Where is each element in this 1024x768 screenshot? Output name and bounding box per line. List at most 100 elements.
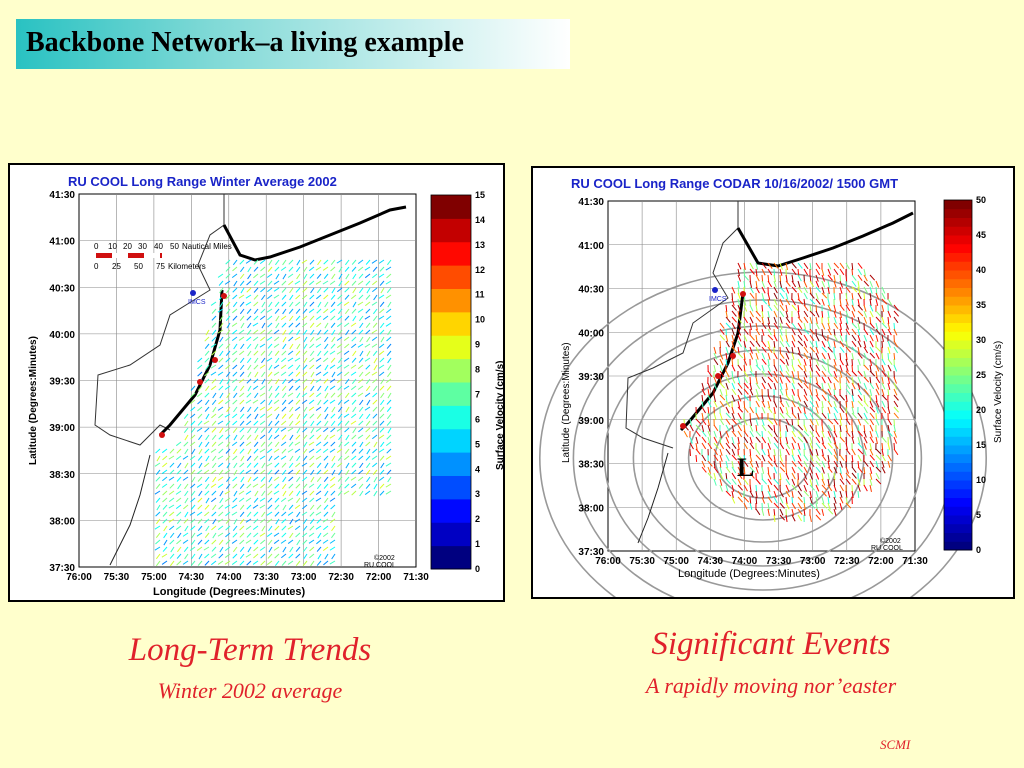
velocity-vector: [869, 370, 876, 377]
velocity-vector: [833, 316, 837, 324]
velocity-vector: [773, 286, 778, 294]
velocity-vector: [731, 340, 735, 348]
velocity-vector: [863, 370, 867, 378]
y-tick-labels: 41:3041:0040:3040:0039:3039:0038:3038:00…: [49, 190, 75, 574]
velocity-vector: [749, 502, 753, 510]
y-tick-label: 41:30: [578, 197, 604, 208]
velocity-vector: [761, 490, 765, 498]
velocity-vector: [231, 378, 238, 383]
velocity-vector: [797, 400, 801, 408]
velocity-vector: [803, 472, 808, 480]
velocity-vector: [875, 388, 880, 396]
velocity-vector: [253, 273, 259, 279]
velocity-vector: [773, 496, 778, 504]
velocity-vector: [719, 340, 722, 349]
velocity-vector: [239, 364, 245, 371]
velocity-vector: [225, 315, 231, 322]
velocity-vector: [168, 476, 175, 481]
velocity-vector: [169, 462, 175, 468]
velocity-vector: [779, 328, 783, 336]
velocity-vector: [239, 462, 245, 468]
velocity-vector: [881, 334, 885, 342]
velocity-vector: [773, 484, 779, 491]
velocity-vector: [273, 434, 280, 440]
velocity-vector: [749, 346, 753, 354]
velocity-vector: [869, 310, 874, 318]
velocity-vector: [773, 400, 778, 408]
velocity-vector: [821, 322, 826, 330]
velocity-vector: [253, 553, 259, 559]
velocity-vector: [303, 518, 308, 525]
velocity-vector: [857, 436, 861, 444]
velocity-vector: [767, 484, 771, 492]
velocity-vector: [245, 539, 252, 544]
velocity-vector: [260, 476, 266, 482]
velocity-vector: [218, 385, 224, 391]
velocity-vector: [833, 370, 838, 378]
velocity-vector: [343, 322, 350, 328]
velocity-vector: [869, 376, 872, 385]
colorbar-tick-label: 11: [475, 290, 485, 300]
velocity-vector: [217, 329, 224, 334]
velocity-vector: [821, 484, 828, 491]
velocity-vector: [303, 343, 308, 350]
velocity-vector: [863, 460, 869, 467]
velocity-vector: [779, 292, 785, 300]
velocity-vector: [246, 280, 252, 286]
colorbar-tick-label: 25: [976, 370, 986, 380]
velocity-vector: [779, 382, 783, 390]
velocity-vector: [701, 466, 707, 473]
isobar: [603, 325, 923, 591]
velocity-vector: [881, 460, 885, 468]
velocity-vector: [857, 484, 861, 492]
velocity-vector: [351, 266, 357, 272]
winter-average-map: RU COOL Long Range Winter Average 2002 I…: [28, 174, 503, 598]
velocity-vector: [857, 262, 863, 269]
velocity-vector: [767, 280, 773, 288]
velocity-vector: [308, 539, 315, 544]
velocity-vector: [707, 472, 713, 479]
colorbar-segment: [944, 226, 972, 236]
velocity-vector: [725, 454, 730, 462]
velocity-vector: [198, 462, 203, 469]
velocity-vector: [839, 340, 845, 348]
velocity-vector: [827, 274, 833, 281]
velocity-vector: [773, 502, 780, 509]
velocity-vector: [239, 560, 245, 566]
velocity-vector: [162, 511, 168, 517]
velocity-vector: [204, 357, 210, 363]
velocity-vector: [779, 490, 784, 498]
velocity-vector: [713, 400, 718, 408]
velocity-vector: [827, 412, 830, 420]
velocity-vector: [857, 268, 863, 276]
velocity-vector: [869, 424, 874, 432]
velocity-vector: [378, 476, 385, 482]
velocity-vector: [737, 382, 743, 389]
velocity-vector: [218, 511, 224, 517]
velocity-vector: [773, 298, 778, 306]
velocity-vector: [267, 280, 273, 286]
velocity-vector: [287, 392, 294, 397]
velocity-vector: [845, 328, 851, 336]
velocity-vector: [273, 287, 280, 292]
velocity-vector: [731, 376, 736, 384]
velocity-vector: [803, 490, 810, 497]
velocity-vector: [809, 334, 815, 342]
velocity-vector: [839, 328, 843, 336]
velocity-vector: [881, 382, 886, 390]
velocity-vector: [323, 511, 329, 517]
velocity-vector: [310, 378, 315, 385]
velocity-vector: [815, 370, 821, 378]
velocity-vector: [247, 273, 252, 280]
velocity-vector: [253, 364, 259, 370]
velocity-vector: [863, 364, 870, 371]
velocity-vector: [827, 502, 831, 510]
velocity-vector: [337, 476, 343, 482]
velocity-vector: [863, 376, 870, 383]
velocity-vector: [317, 532, 322, 539]
velocity-vector: [851, 292, 854, 301]
velocity-vector: [845, 424, 849, 432]
velocity-vector: [809, 310, 816, 317]
velocity-vector: [731, 418, 738, 425]
velocity-vector: [779, 358, 786, 365]
